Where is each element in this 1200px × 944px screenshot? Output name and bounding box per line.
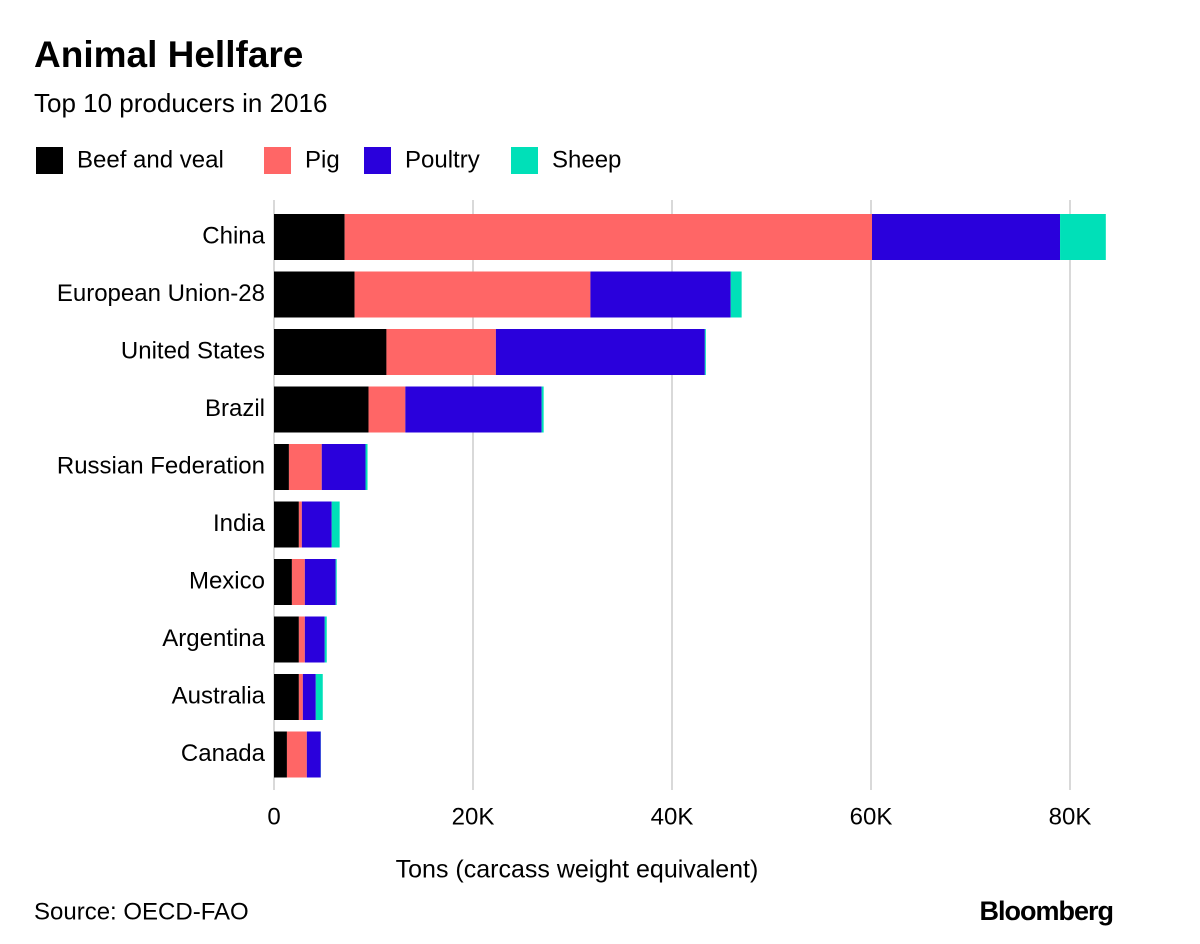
bar-segment — [286, 731, 307, 778]
x-tick-label: 0 — [267, 803, 280, 830]
bar-segment — [324, 616, 327, 663]
x-tick-label: 20K — [452, 803, 495, 830]
bar-segment — [298, 501, 302, 548]
bar-segment — [302, 674, 316, 720]
legend-label: Pig — [305, 146, 340, 173]
y-tick-label: Argentina — [162, 625, 265, 652]
bar-segment — [291, 559, 305, 605]
bar-segment — [298, 674, 303, 720]
bar-segment — [871, 214, 1061, 260]
legend-label: Sheep — [552, 146, 621, 173]
chart-subtitle: Top 10 producers in 2016 — [34, 88, 327, 118]
x-tick-label: 60K — [850, 803, 893, 830]
bar-segment — [274, 501, 299, 548]
bar-segment — [274, 731, 287, 778]
bar-segment — [301, 501, 332, 548]
bar-segment — [335, 559, 337, 605]
legend-swatch — [36, 147, 63, 174]
bar-segment — [274, 214, 345, 260]
x-tick-label: 80K — [1049, 803, 1092, 830]
y-tick-label: Australia — [172, 682, 266, 709]
x-axis-label: Tons (carcass weight equivalent) — [396, 856, 759, 884]
bar-segment — [365, 444, 368, 490]
bar-segment — [354, 271, 591, 318]
y-tick-label: European Union-28 — [57, 280, 265, 307]
legend-label: Beef and veal — [77, 146, 224, 173]
bar-segment — [274, 674, 299, 720]
y-tick-label: United States — [121, 337, 265, 364]
bar-segment — [274, 271, 355, 318]
bar-segment — [298, 616, 305, 663]
bar-segment — [344, 214, 872, 260]
bar-segment — [368, 386, 406, 433]
bar-segment — [288, 444, 322, 490]
bar-segment — [386, 329, 496, 375]
bar-segment — [274, 616, 299, 663]
y-tick-label: Russian Federation — [57, 452, 265, 479]
chart-title: Animal Hellfare — [34, 34, 303, 75]
bar-segment — [1060, 214, 1106, 260]
x-tick-label: 40K — [651, 803, 694, 830]
bar-segment — [590, 271, 731, 318]
bar-segment — [306, 731, 321, 778]
bar-segment — [321, 444, 366, 490]
y-tick-label: Mexico — [189, 567, 265, 594]
legend-swatch — [511, 147, 538, 174]
bar-segment — [331, 501, 340, 548]
bar-segment — [274, 444, 289, 490]
bar-segment — [274, 559, 292, 605]
bar-segment — [495, 329, 705, 375]
legend-swatch — [364, 147, 391, 174]
y-tick-label: India — [213, 510, 266, 537]
bar-segment — [315, 674, 323, 720]
bar-segment — [274, 386, 369, 433]
source: Source: OECD-FAO — [34, 898, 249, 925]
legend-label: Poultry — [405, 146, 480, 173]
y-tick-label: Canada — [181, 740, 266, 767]
bar-segment — [304, 616, 325, 663]
bar-segment — [304, 559, 336, 605]
legend-swatch — [264, 147, 291, 174]
bar-segment — [541, 386, 544, 433]
y-tick-label: China — [202, 222, 265, 249]
bar-segment — [730, 271, 742, 318]
bar-segment — [405, 386, 542, 433]
brand: Bloomberg — [979, 896, 1113, 926]
y-tick-label: Brazil — [205, 395, 265, 422]
bar-segment — [704, 329, 706, 375]
bar-segment — [274, 329, 387, 375]
